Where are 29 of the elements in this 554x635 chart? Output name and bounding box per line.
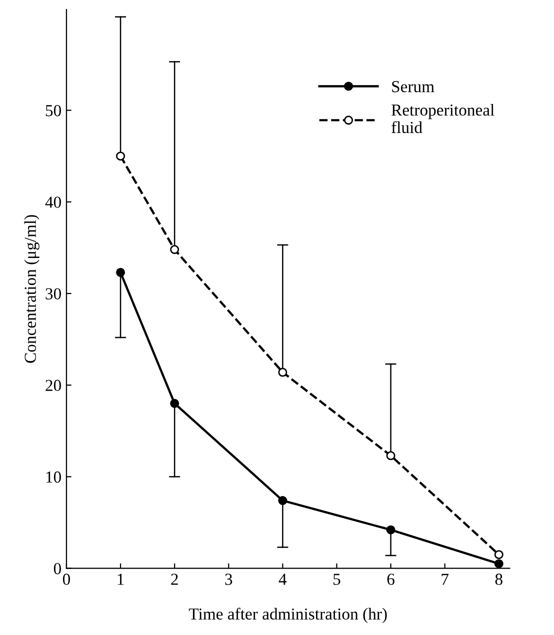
point bbox=[116, 152, 126, 161]
y-axis-title: Concentration (μg/ml) bbox=[24, 215, 40, 363]
x-tick-label: 2 bbox=[171, 574, 178, 585]
x-tick-label: 3 bbox=[225, 574, 232, 585]
point bbox=[386, 451, 396, 460]
x-axis-title: Time after administration (hr) bbox=[188, 608, 387, 624]
point bbox=[278, 368, 288, 377]
point bbox=[494, 550, 504, 560]
legend-label: Retroperitoneal fluid bbox=[391, 104, 494, 134]
x-tick-label: 0 bbox=[62, 574, 70, 585]
y-tick-label: 0 bbox=[54, 563, 61, 574]
point bbox=[170, 398, 180, 408]
point bbox=[116, 268, 126, 277]
x-tick-label: 7 bbox=[442, 574, 449, 585]
x-tick-label: 8 bbox=[495, 574, 502, 585]
point bbox=[494, 559, 504, 568]
point bbox=[170, 245, 180, 254]
y-tick-label: 30 bbox=[46, 288, 61, 300]
legend-label: Serum bbox=[392, 81, 434, 92]
point bbox=[278, 496, 288, 506]
y-tick-label: 40 bbox=[45, 196, 61, 208]
y-tick-label: 10 bbox=[46, 471, 61, 483]
x-tick-label: 1 bbox=[118, 574, 124, 585]
y-tick-label: 50 bbox=[46, 104, 61, 116]
point bbox=[386, 525, 396, 534]
y-tick-label: 20 bbox=[46, 380, 61, 392]
x-tick-label: 5 bbox=[334, 574, 340, 585]
x-tick-label: 4 bbox=[278, 574, 287, 585]
x-tick-label: 6 bbox=[387, 574, 394, 585]
